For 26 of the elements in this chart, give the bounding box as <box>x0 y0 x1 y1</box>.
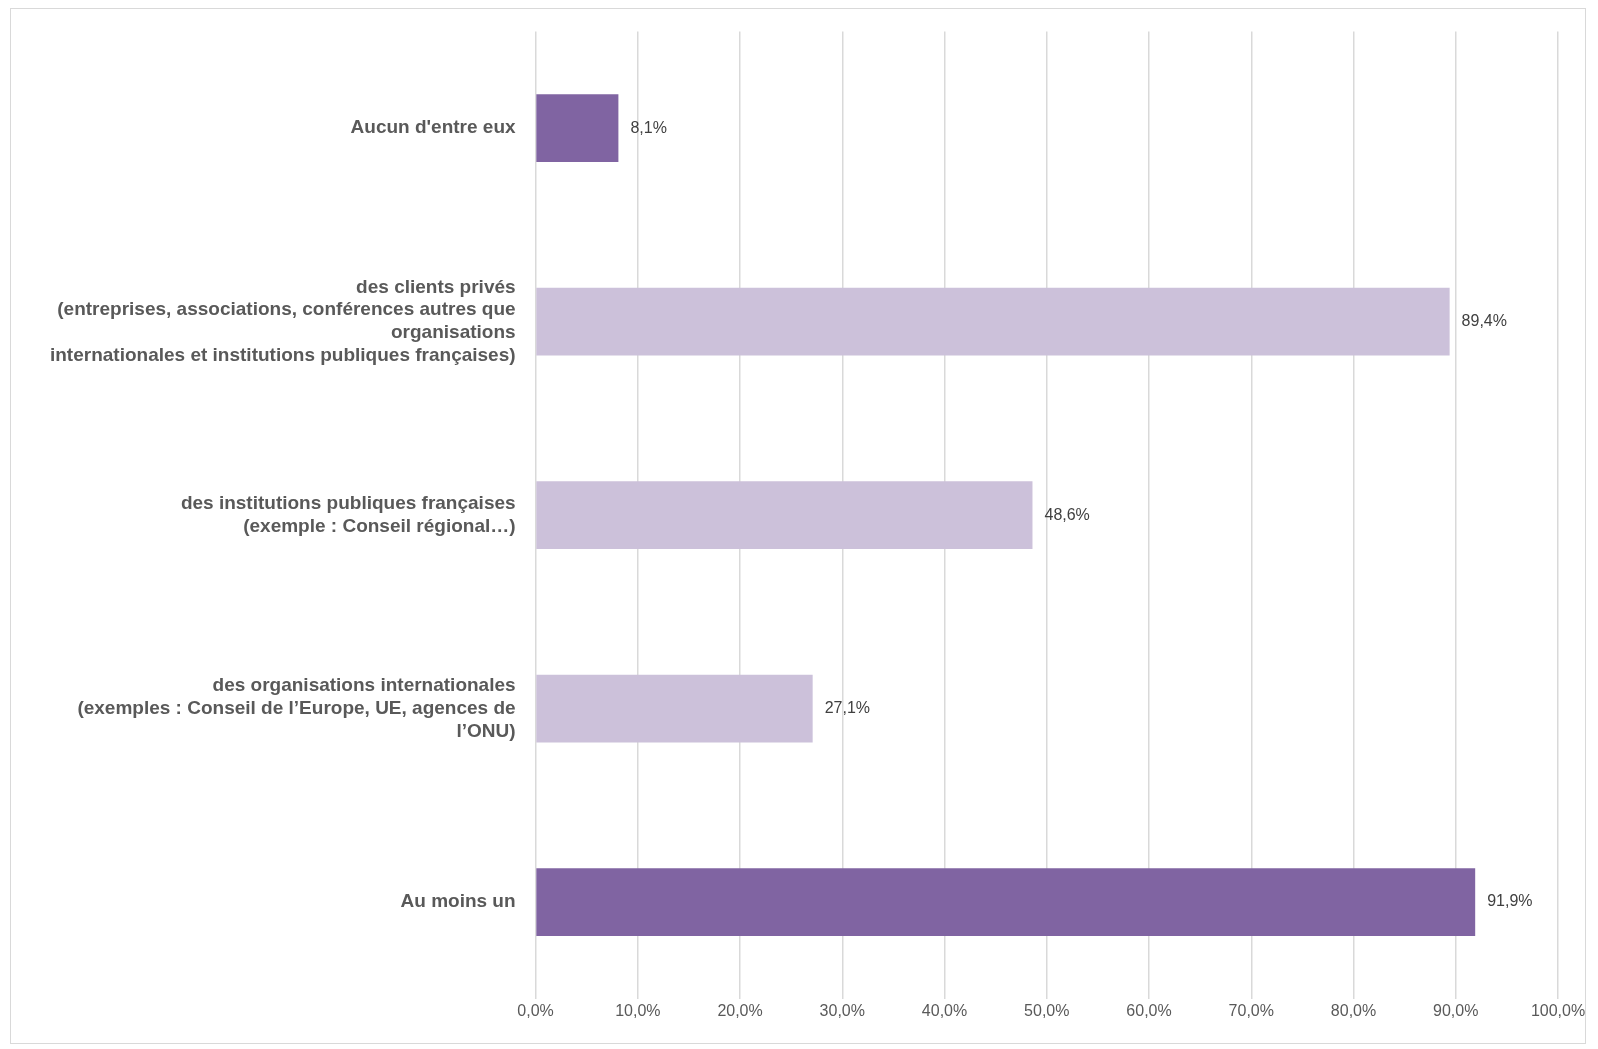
x-tick-label: 40,0% <box>921 1001 968 1019</box>
bar <box>536 287 1450 356</box>
x-tick-label: 90,0% <box>1433 1001 1479 1019</box>
x-tick-label: 10,0% <box>615 1001 661 1019</box>
x-tick-label: 0,0% <box>517 1001 554 1019</box>
y-tick-label: des institutions publiques françaises (exemple : Conseil régional…) <box>180 491 516 536</box>
bar <box>536 674 813 743</box>
data-label: 89,4% <box>1461 312 1507 330</box>
x-tick-label: 70,0% <box>1228 1001 1274 1019</box>
x-tick-label: 50,0% <box>1024 1001 1070 1019</box>
y-tick-label: Aucun d'entre eux <box>350 116 516 138</box>
y-tick-label: des clients privés (entreprises, associations, conférences autres que organisations internationales et institutions publiques françaises) <box>49 275 516 366</box>
x-tick-label: 100,0% <box>1530 1001 1586 1019</box>
bar <box>536 94 619 162</box>
x-tick-label: 20,0% <box>717 1001 763 1019</box>
x-tick-label: 60,0% <box>1126 1001 1172 1019</box>
data-label: 8,1% <box>630 118 667 136</box>
y-tick-label: Au moins un <box>400 890 516 912</box>
bar <box>536 481 1033 549</box>
bar <box>536 868 1476 936</box>
data-label: 27,1% <box>824 698 871 716</box>
x-tick-label: 80,0% <box>1330 1001 1377 1019</box>
data-label: 91,9% <box>1487 892 1533 910</box>
x-tick-label: 30,0% <box>819 1001 865 1019</box>
data-label: 48,6% <box>1044 505 1090 523</box>
y-tick-label: des organisations internationales (exemples : Conseil de l’Europe, UE, agences de l’ONU) <box>77 674 516 741</box>
